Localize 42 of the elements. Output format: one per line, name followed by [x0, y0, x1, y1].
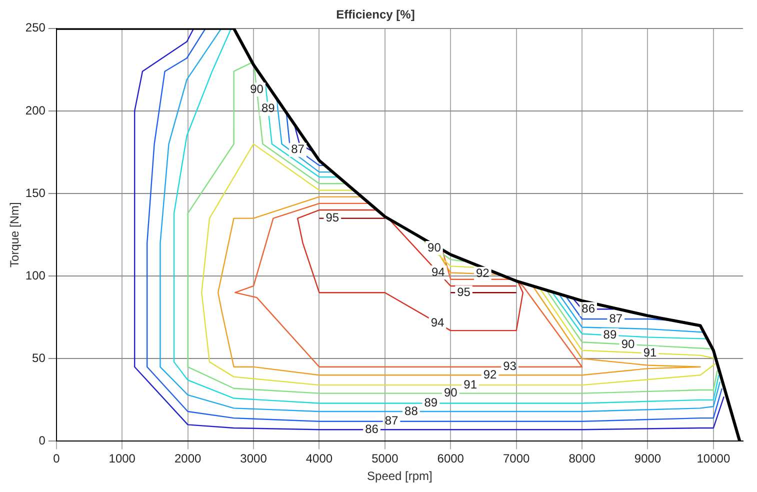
text: 92 [483, 367, 497, 382]
series-label: 92 [476, 266, 490, 280]
x-tick-label: 3000 [240, 452, 268, 466]
text: 90 [444, 386, 458, 400]
x-tick-label: 7000 [502, 452, 530, 466]
y-tick-label: 50 [32, 350, 46, 365]
text: 94 [430, 315, 444, 330]
text: 90 [428, 240, 441, 254]
text: 91 [464, 377, 478, 392]
text: 90 [621, 336, 635, 351]
series-label: 95 [457, 284, 471, 299]
x-tick-label: 8000 [568, 452, 596, 466]
text: 86 [365, 422, 378, 436]
y-axis-title: Torque [Nm] [8, 202, 22, 268]
text: 95 [326, 210, 340, 225]
series-label: 88 [404, 404, 418, 418]
text: 87 [384, 414, 398, 428]
x-tick-label: 4000 [306, 452, 333, 466]
chart-title: Efficiency [%] [336, 8, 415, 22]
series-label: 86 [582, 301, 596, 316]
x-tick-label: 5000 [372, 452, 399, 466]
x-tick-label: 1000 [108, 452, 136, 466]
x-axis-title: Speed [rpm] [367, 469, 432, 484]
x-tick-label: 2000 [174, 452, 202, 466]
y-tick-label: 200 [25, 103, 46, 118]
x-tick-label: 10000 [696, 452, 730, 466]
text: 87 [609, 311, 623, 326]
x-tick-label: 6000 [437, 452, 464, 466]
series-label: 91 [643, 346, 658, 360]
y-tick-label: 150 [25, 186, 46, 200]
x-tick-label: 0 [53, 452, 60, 466]
text: 89 [603, 328, 617, 342]
series-label: 94 [431, 264, 446, 279]
y-tick-label: 0 [38, 434, 46, 448]
series-label: 93 [503, 359, 517, 374]
y-tick-label: 250 [25, 20, 46, 35]
y-tick-label: 100 [25, 268, 46, 282]
text: 89 [424, 396, 438, 410]
x-tick-label: 9000 [634, 452, 662, 466]
series-label: 87 [291, 142, 305, 156]
series-label: 90 [250, 82, 264, 96]
series-label: 89 [261, 101, 276, 116]
